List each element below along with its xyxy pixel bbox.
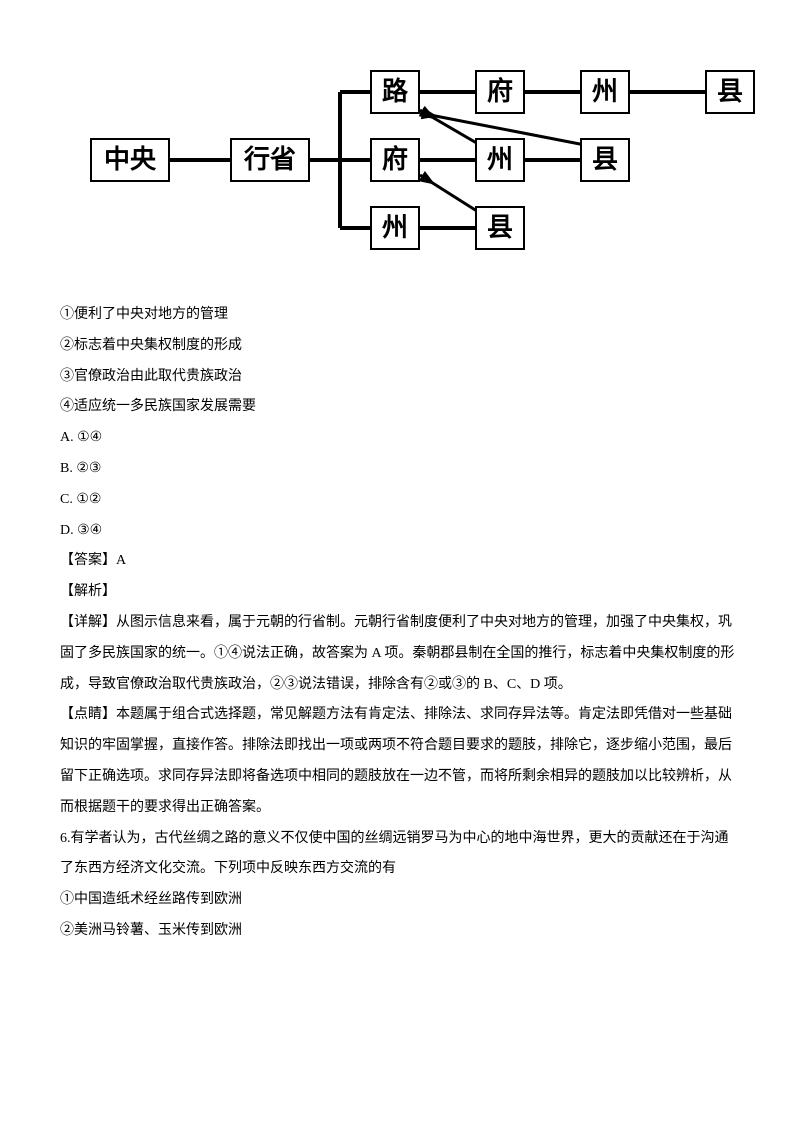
- option-c: C. ①②: [60, 485, 740, 516]
- statement-4: ④适应统一多民族国家发展需要: [60, 392, 740, 423]
- q6-statement-2: ②美洲马铃薯、玉米传到欧洲: [60, 916, 740, 947]
- diagram-node: 县: [705, 70, 755, 114]
- diagram-node: 县: [475, 206, 525, 250]
- hierarchy-diagram: 中央行省路府州县府州县州县: [80, 50, 760, 270]
- option-a: A. ①④: [60, 423, 740, 454]
- diagram-node: 行省: [230, 138, 310, 182]
- diagram-node: 州: [370, 206, 420, 250]
- answer-label: 【答案】A: [60, 546, 740, 577]
- diagram-node: 中央: [90, 138, 170, 182]
- diagram-edges: [80, 50, 760, 270]
- explain-label: 【解析】: [60, 577, 740, 608]
- dianjing-text: 【点睛】本题属于组合式选择题，常见解题方法有肯定法、排除法、求同存异法等。肯定法…: [60, 700, 740, 823]
- diagram-node: 州: [475, 138, 525, 182]
- statement-2: ②标志着中央集权制度的形成: [60, 331, 740, 362]
- q6-statement-1: ①中国造纸术经丝路传到欧洲: [60, 885, 740, 916]
- diagram-node: 府: [475, 70, 525, 114]
- q6-stem: 6.有学者认为，古代丝绸之路的意义不仅使中国的丝绸远销罗马为中心的地中海世界，更…: [60, 824, 740, 886]
- diagram-node: 县: [580, 138, 630, 182]
- statement-1: ①便利了中央对地方的管理: [60, 300, 740, 331]
- option-b: B. ②③: [60, 454, 740, 485]
- diagram-node: 州: [580, 70, 630, 114]
- statement-3: ③官僚政治由此取代贵族政治: [60, 362, 740, 393]
- question-body: ①便利了中央对地方的管理 ②标志着中央集权制度的形成 ③官僚政治由此取代贵族政治…: [60, 300, 740, 947]
- diagram-node: 路: [370, 70, 420, 114]
- detail-text: 【详解】从图示信息来看，属于元朝的行省制。元朝行省制度便利了中央对地方的管理，加…: [60, 608, 740, 700]
- option-d: D. ③④: [60, 516, 740, 547]
- diagram-node: 府: [370, 138, 420, 182]
